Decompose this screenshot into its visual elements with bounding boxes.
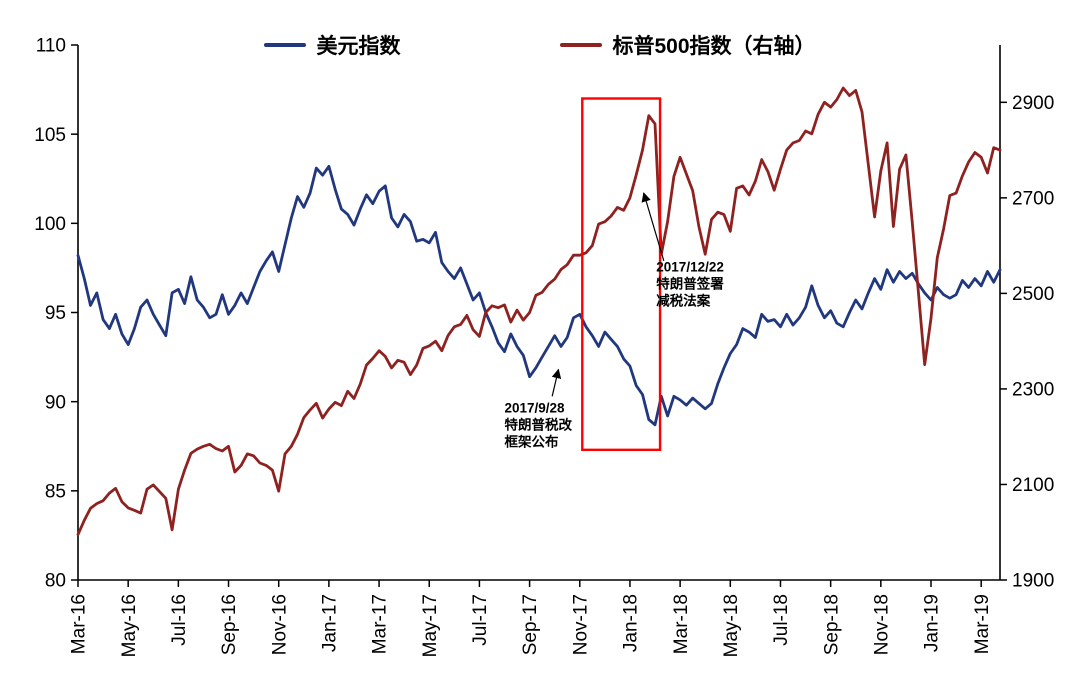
right-axis-tick-label: 2900 [1012,93,1054,114]
x-axis-tick-label: Jan-18 [621,594,642,652]
x-axis-tick-label: Nov-17 [570,594,591,655]
right-axis-tick-label: 2700 [1012,189,1054,210]
legend-line-swatch-sp500 [560,43,603,47]
left-axis-tick-label: 105 [34,125,66,146]
left-axis-tick-label: 100 [34,214,66,235]
highlight-box [581,97,662,452]
x-axis-tick-label: Nov-16 [269,594,290,655]
right-axis-tick-label: 2300 [1012,380,1054,401]
annotation-text-2: 2017/9/28 特朗普税改框架公布 [505,400,573,449]
annotation-text-1: 2017/12/22 特朗普签署减税法案 [656,259,724,308]
x-axis-tick-label: Jul-17 [470,594,491,646]
x-axis-tick-label: May-16 [119,594,140,657]
legend-label-sp500: 标普500指数（右轴） [612,35,816,58]
x-axis: Mar-16 May-16 Jul-16 Sep-16 Nov-16 Jan-17 Mar-… [69,580,993,657]
x-axis-tick-label: Mar-17 [370,594,391,654]
x-axis-tick-label: Nov-18 [871,594,892,655]
left-axis-tick-label: 90 [45,392,66,413]
legend-item-sp500: 标普500指数（右轴） [560,30,816,60]
x-axis-tick-label: May-18 [721,594,742,657]
x-axis-tick-label: Sep-16 [219,594,240,655]
right-axis-tick-label: 2100 [1012,475,1054,496]
x-axis-tick-label: Jul-18 [771,594,792,646]
left-axis-tick-label: 95 [45,303,66,324]
x-axis-tick-label: May-17 [420,594,441,657]
x-axis-tick-label: Sep-18 [821,594,842,655]
legend-line-swatch-dollar-index [264,43,307,47]
annotation-arrow-2 [551,368,562,397]
right-axis-tick-label: 2500 [1012,284,1054,305]
x-axis-tick-label: Jan-17 [320,594,341,652]
left-axis-tick-label: 85 [45,481,66,502]
left-axis-tick-label: 110 [36,36,66,57]
legend-item-dollar-index: 美元指数 [264,30,400,60]
annotation-arrow-1 [641,192,665,261]
left-axis-tick-label: 80 [45,571,66,592]
series-line-sp500 [76,86,1002,536]
right-axis: 1900 2100 2300 2500 2700 2900 [1000,93,1054,592]
left-axis: 80 85 90 95 100 105 110 [34,36,78,592]
chart-legend: 美元指数 标普500指数（右轴） [0,30,1080,60]
right-axis-tick-label: 1900 [1012,571,1054,592]
legend-label-dollar-index: 美元指数 [316,35,401,58]
x-axis-tick-label: Mar-19 [972,594,993,654]
x-axis-tick-label: Mar-18 [671,594,692,654]
x-axis-tick-label: Mar-16 [69,594,90,654]
x-axis-tick-label: Jul-16 [169,594,190,646]
x-axis-tick-label: Sep-17 [520,594,541,655]
series-line-dollar-index [76,164,1002,427]
x-axis-tick-label: Jan-19 [922,594,943,652]
